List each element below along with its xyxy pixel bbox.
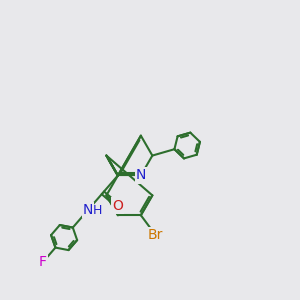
Text: H: H	[93, 204, 103, 217]
Text: Br: Br	[148, 228, 163, 242]
Text: O: O	[112, 199, 123, 213]
Text: N: N	[136, 169, 146, 182]
Text: N: N	[82, 203, 93, 217]
Text: F: F	[39, 255, 47, 269]
